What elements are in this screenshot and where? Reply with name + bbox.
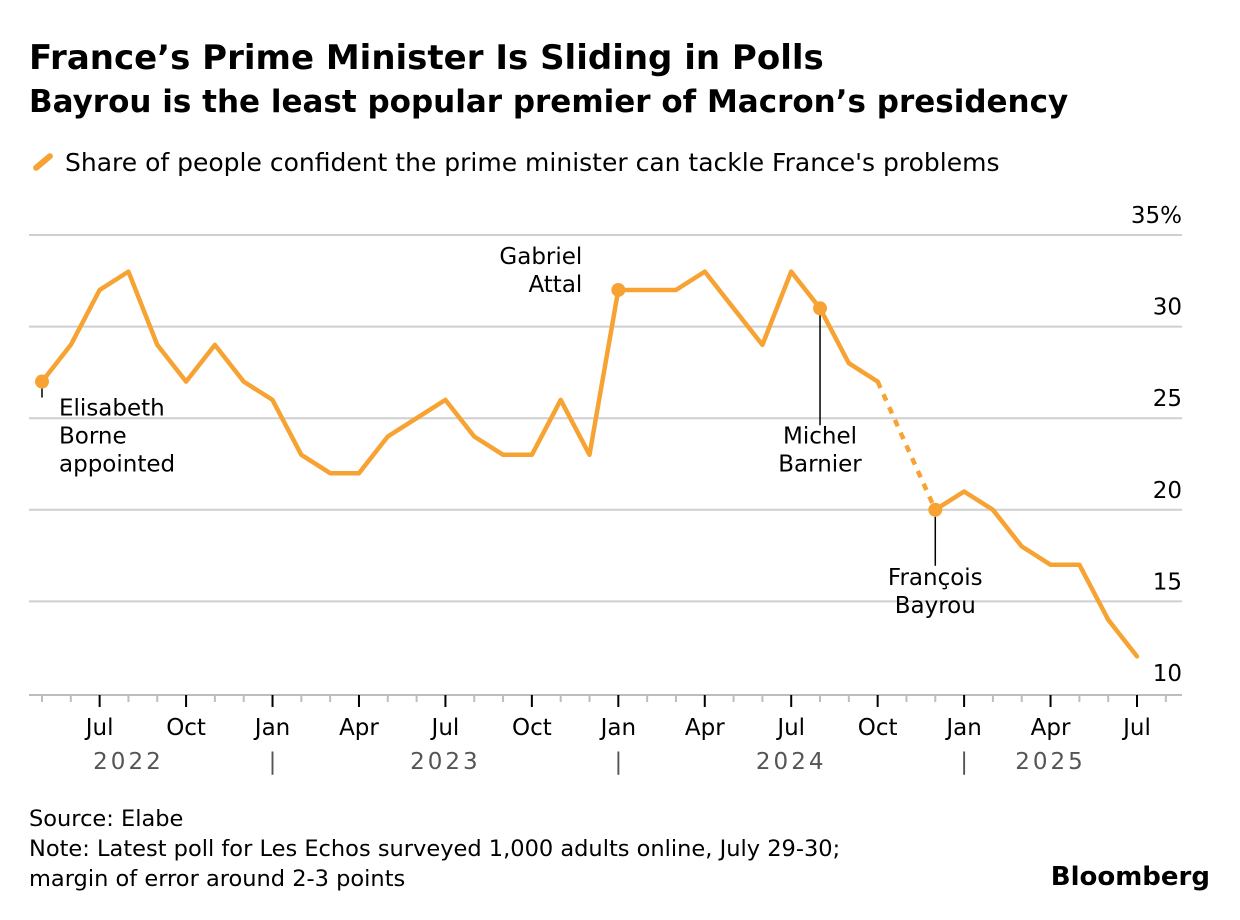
- x-tick-label: Jul: [775, 715, 805, 741]
- methodology-note-continued: margin of error around 2-3 points: [29, 866, 406, 892]
- x-tick-label: Jan: [944, 715, 981, 741]
- y-tick-label: 30: [1153, 295, 1182, 321]
- y-tick-label: 20: [1153, 478, 1182, 504]
- legend-label: Share of people confident the prime mini…: [65, 148, 1000, 177]
- annotation-marker: [813, 301, 828, 316]
- annotation-label: Barnier: [778, 451, 862, 477]
- x-tick-label: Apr: [1031, 715, 1071, 741]
- annotation-label: Gabriel: [499, 244, 582, 270]
- annotation-marker: [611, 282, 626, 297]
- footer: Source: Elabe Note: Latest poll for Les …: [29, 804, 840, 894]
- series-line-dashed-gap: [875, 380, 938, 511]
- annotation-label: Michel: [783, 423, 857, 449]
- series-line-segment: [933, 489, 1140, 659]
- annotation-marker: [928, 502, 943, 517]
- source-note: Source: Elabe: [29, 806, 184, 832]
- annotation-label: Borne: [59, 424, 127, 450]
- y-tick-label: 10: [1153, 661, 1182, 687]
- annotation-label: Elisabeth: [59, 396, 165, 422]
- x-year-label: 2024: [756, 749, 827, 775]
- x-tick-label: Jul: [430, 715, 460, 741]
- y-tick-label: 25: [1153, 386, 1182, 412]
- y-tick-label: 35%: [1131, 203, 1182, 229]
- x-tick-label: Oct: [166, 715, 206, 741]
- x-tick-label: Jul: [84, 715, 114, 741]
- x-tick-label: Jan: [253, 715, 290, 741]
- x-tick-label: Apr: [685, 715, 725, 741]
- x-year-divider: |: [960, 749, 968, 775]
- annotation-label: Bayrou: [895, 593, 976, 619]
- x-year-label: 2022: [93, 749, 164, 775]
- methodology-note: Note: Latest poll for Les Echos surveyed…: [29, 836, 841, 862]
- annotation-label: Attal: [528, 272, 582, 298]
- chart-title: France’s Prime Minister Is Sliding in Po…: [29, 38, 824, 78]
- series-line-segment: [39, 269, 880, 476]
- x-tick-label: Oct: [858, 715, 898, 741]
- x-year-divider: |: [614, 749, 622, 775]
- bloomberg-logo: Bloomberg: [1050, 862, 1210, 892]
- x-tick-label: Oct: [512, 715, 552, 741]
- x-tick-label: Jan: [599, 715, 636, 741]
- x-year-label: 2023: [410, 749, 481, 775]
- x-year-label: 2025: [1015, 749, 1086, 775]
- x-tick-label: Apr: [339, 715, 379, 741]
- line-chart: 35% 30 25 20 15 10 Jul Oct Jan Apr Jul Oct Jan Apr Jul…: [29, 203, 1182, 775]
- legend: Share of people confident the prime mini…: [29, 148, 1000, 177]
- x-year-divider: |: [269, 749, 277, 775]
- annotation-marker: [35, 374, 49, 389]
- annotation-label: François: [888, 565, 983, 591]
- y-tick-label: 15: [1153, 569, 1182, 595]
- annotation-label: appointed: [59, 452, 175, 478]
- x-tick-label: Jul: [1121, 715, 1151, 741]
- legend-line-swatch: [31, 151, 55, 173]
- chart-subtitle: Bayrou is the least popular premier of M…: [29, 84, 1069, 120]
